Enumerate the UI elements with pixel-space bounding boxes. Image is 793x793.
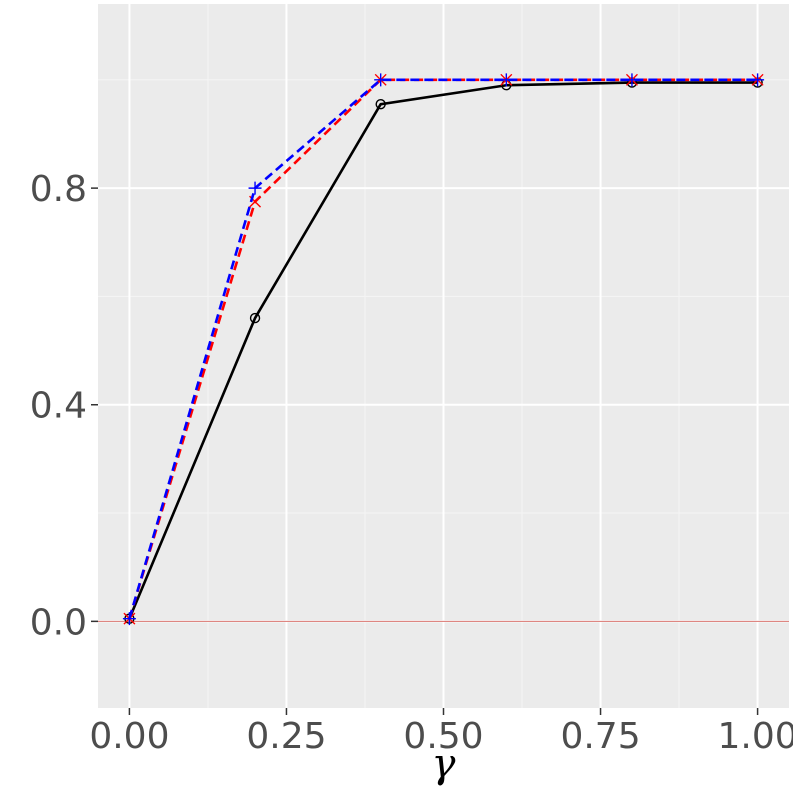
y-tick-label: 0.8 bbox=[30, 169, 87, 210]
series-3-point bbox=[625, 73, 639, 87]
series-3-point bbox=[499, 73, 513, 87]
series-1-point bbox=[249, 312, 261, 324]
x-axis-title: γ bbox=[432, 741, 456, 787]
series-1-point bbox=[375, 98, 386, 110]
x-axis: 0.00 0.25 0.50 0.75 1.00 bbox=[89, 708, 793, 757]
series-3-point bbox=[248, 181, 262, 195]
y-tick-label: 0.4 bbox=[30, 386, 87, 427]
x-tick-label: 0.75 bbox=[560, 716, 640, 757]
series-layer bbox=[122, 73, 765, 626]
x-tick-label: 0.50 bbox=[403, 716, 483, 757]
x-tick-label: 0.00 bbox=[89, 716, 169, 757]
y-axis: 0.0 0.4 0.8 bbox=[30, 169, 98, 643]
series-3-point bbox=[122, 612, 136, 626]
series-3-point bbox=[751, 73, 765, 87]
x-tick-label: 0.25 bbox=[246, 716, 326, 757]
y-tick-label: 0.0 bbox=[30, 602, 87, 643]
series-3-point bbox=[374, 73, 388, 87]
x-tick-label: 1.00 bbox=[718, 716, 793, 757]
series-3-line bbox=[128, 78, 758, 620]
series-3 bbox=[122, 73, 765, 626]
major-gridlines bbox=[98, 4, 789, 708]
series-1-line bbox=[128, 81, 758, 620]
